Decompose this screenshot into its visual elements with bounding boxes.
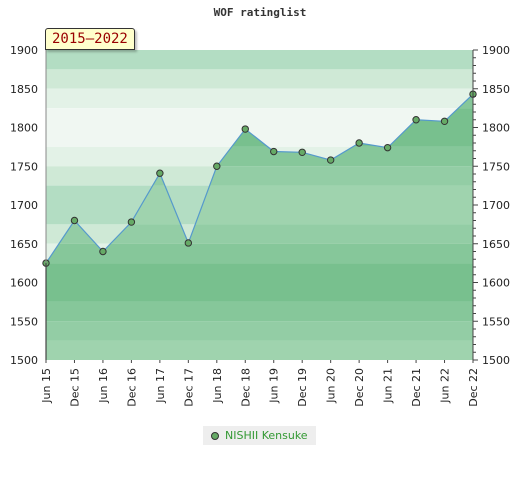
y-tick-label-left: 1800 (10, 122, 38, 135)
series-line (45, 93, 474, 264)
y-tick-label-right: 1700 (482, 199, 510, 212)
background-band (46, 108, 473, 128)
x-tick-label: Dec 22 (467, 368, 480, 407)
area-band (46, 263, 473, 283)
x-tick-label: Jun 20 (325, 368, 338, 404)
data-point (298, 148, 306, 157)
data-point (383, 143, 392, 152)
x-tick-label: Dec 18 (239, 368, 252, 407)
data-point (156, 169, 164, 177)
y-tick-label-left: 1550 (10, 315, 38, 328)
chart-title: WOF ratinglist (213, 6, 307, 19)
x-tick-label: Jun 19 (268, 368, 281, 404)
legend-marker-icon (211, 431, 219, 440)
x-tick-label: Dec 20 (353, 368, 366, 407)
data-point (241, 125, 249, 133)
y-tick-label-right: 1550 (482, 315, 510, 328)
x-tick-label: Jun 17 (154, 368, 167, 404)
background-band (46, 50, 473, 70)
period-badge: 2015–2022 (45, 28, 135, 50)
y-tick-label-right: 1500 (482, 354, 510, 367)
x-tick-label: Jun 16 (97, 368, 110, 404)
axes-layer: 1500 1500 1550 1550 1600 1600 1650 1650 1700 1700… (10, 44, 510, 407)
background-band (46, 69, 473, 89)
y-tick-label-right: 1900 (482, 44, 510, 57)
x-tick-label: Dec 17 (182, 368, 195, 407)
background-band (46, 88, 473, 109)
area-band (46, 321, 473, 341)
y-tick-label-left: 1850 (10, 83, 38, 96)
y-tick-label-left: 1750 (10, 160, 38, 173)
data-point (355, 139, 363, 147)
data-point (127, 218, 136, 226)
y-tick-label-left: 1700 (10, 199, 38, 212)
background-band (46, 127, 473, 147)
data-point (184, 239, 193, 247)
x-tick-label: Dec 15 (68, 368, 81, 407)
data-point (213, 162, 221, 170)
x-tick-label: Jun 22 (439, 368, 452, 404)
data-point (326, 156, 335, 164)
y-tick-label-left: 1900 (10, 44, 38, 57)
area-band (46, 243, 473, 264)
x-tick-label: Jun 18 (211, 368, 224, 404)
x-tick-label: Jun 15 (40, 368, 53, 404)
y-tick-label-right: 1600 (482, 277, 510, 290)
markers-layer (42, 90, 477, 267)
x-tick-label: Dec 19 (296, 368, 309, 407)
line-layer (45, 93, 474, 264)
y-tick-label-right: 1650 (482, 238, 510, 251)
area-band (46, 205, 473, 225)
area-band (46, 185, 473, 205)
x-tick-label: Dec 21 (410, 368, 423, 407)
area-band (46, 282, 473, 302)
legend-label: NISHII Kensuke (225, 429, 308, 442)
data-point (440, 117, 449, 126)
area-band (46, 224, 473, 244)
y-tick-label-right: 1750 (482, 160, 510, 173)
area-band (46, 340, 473, 360)
data-point (412, 116, 420, 124)
y-tick-label-left: 1600 (10, 277, 38, 290)
data-point (70, 216, 79, 225)
x-tick-label: Dec 16 (125, 368, 138, 407)
area-band (46, 301, 473, 322)
data-point (270, 147, 278, 156)
x-tick-label: Jun 21 (382, 368, 395, 404)
y-tick-label-left: 1650 (10, 238, 38, 251)
y-tick-label-left: 1500 (10, 354, 38, 367)
data-point (99, 247, 107, 256)
y-tick-label-right: 1800 (482, 122, 510, 135)
y-tick-label-right: 1850 (482, 83, 510, 96)
legend[interactable]: NISHII Kensuke (203, 426, 316, 445)
